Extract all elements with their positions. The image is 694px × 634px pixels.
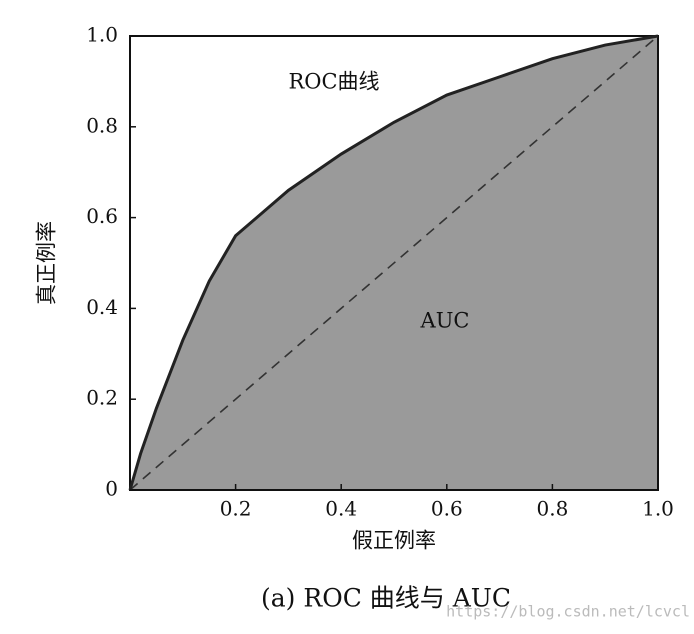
y-tick-label: 1.0 [86, 23, 118, 47]
watermark: https://blog.csdn.net/lcvcl [446, 603, 690, 621]
y-axis-label: 真正例率 [35, 221, 59, 305]
y-tick-label: 0.2 [86, 386, 118, 410]
roc-curve [128, 34, 659, 491]
y-tick-label: 0 [105, 477, 118, 501]
plot-frame [129, 35, 659, 491]
y-tick-label: 0.4 [86, 295, 118, 319]
x-tick-label: 0.6 [431, 497, 463, 521]
y-tick-label: 0.8 [86, 113, 118, 137]
y-tick-label: 0.6 [86, 204, 118, 228]
x-tick-label: 0.8 [536, 497, 568, 521]
chart-title: (a) ROC 曲线与 AUC [261, 584, 511, 613]
x-tick-label: 1.0 [642, 497, 674, 521]
x-tick-label: 0.4 [325, 497, 357, 521]
x-tick-label: 0.2 [220, 497, 252, 521]
annotation: ROC曲线 [288, 70, 379, 94]
annotation: AUC [420, 309, 470, 333]
x-axis-label: 假正例率 [352, 529, 436, 553]
diagonal-line [129, 35, 659, 491]
